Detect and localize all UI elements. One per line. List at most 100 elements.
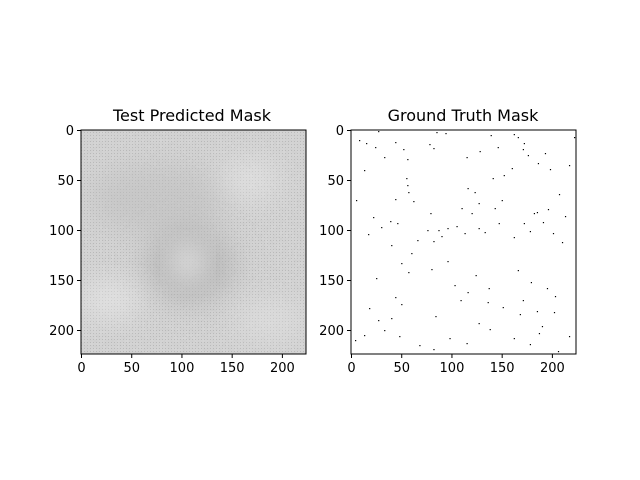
mask-point — [495, 208, 496, 209]
mask-point — [555, 296, 556, 297]
mask-point — [558, 351, 559, 352]
mask-point — [391, 318, 392, 319]
ground-truth-title: Ground Truth Mask — [388, 106, 540, 125]
predicted-mask-panel: Test Predicted Mask 0 50 100 150 200 0 50 100 15… — [49, 106, 306, 376]
mask-point — [554, 312, 555, 313]
mask-point — [454, 285, 455, 286]
mask-point — [524, 223, 525, 224]
mask-point — [391, 245, 392, 246]
mask-point — [411, 253, 412, 254]
mask-point — [489, 288, 490, 289]
mask-point — [468, 188, 469, 189]
mask-point — [433, 349, 434, 350]
mask-point — [518, 137, 519, 138]
mask-point — [438, 230, 439, 231]
mask-point — [488, 302, 489, 303]
mask-point — [524, 143, 525, 144]
mask-point — [520, 314, 521, 315]
mask-point — [395, 297, 396, 298]
mask-point — [530, 344, 531, 345]
mask-point — [407, 185, 408, 186]
mask-point — [476, 275, 477, 276]
mask-point — [364, 335, 365, 336]
x-tick-label: 0 — [77, 361, 85, 376]
y-tick-label: 0 — [336, 124, 344, 139]
x-tick-label: 200 — [270, 361, 295, 376]
mask-point — [539, 333, 540, 334]
mask-point — [408, 192, 409, 193]
predicted-mask-image — [80, 130, 306, 354]
x-tick-label: 50 — [123, 361, 140, 376]
y-tick-label: 0 — [66, 124, 74, 139]
mask-point — [523, 149, 524, 150]
mask-point — [381, 227, 382, 228]
mask-point — [518, 270, 519, 271]
mask-point — [480, 151, 481, 152]
ground-truth-panel: Ground Truth Mask 0 50 100 150 200 0 50 100 150 2… — [319, 106, 576, 376]
mask-point — [384, 330, 385, 331]
mask-point — [368, 234, 369, 235]
mask-point — [553, 233, 554, 234]
mask-point — [569, 336, 570, 337]
mask-point — [534, 213, 535, 214]
mask-point — [435, 316, 436, 317]
mask-point — [512, 168, 513, 169]
mask-point — [499, 223, 500, 224]
mask-point — [550, 169, 551, 170]
x-tick-label: 150 — [220, 361, 245, 376]
mask-point — [569, 165, 570, 166]
mask-point — [408, 272, 409, 273]
mask-point — [461, 208, 462, 209]
mask-point — [514, 134, 515, 135]
mask-point — [503, 307, 504, 308]
mask-point — [514, 237, 515, 238]
mask-point — [475, 192, 476, 193]
mask-point — [413, 201, 414, 202]
mask-point — [356, 200, 357, 201]
mask-point — [447, 228, 448, 229]
y-tick-label: 200 — [49, 324, 74, 339]
mask-point — [449, 338, 450, 339]
mask-point — [537, 311, 538, 312]
mask-point — [419, 345, 420, 346]
mask-point — [447, 261, 448, 262]
mask-point — [468, 292, 469, 293]
mask-point — [355, 340, 356, 341]
mask-point — [390, 221, 391, 222]
y-tick-label: 50 — [327, 174, 344, 189]
mask-point — [548, 209, 549, 210]
x-tick-label: 100 — [170, 361, 195, 376]
x-tick-label: 0 — [347, 361, 355, 376]
mask-point — [373, 217, 374, 218]
mask-point — [375, 147, 376, 148]
mask-point — [431, 269, 432, 270]
mask-point — [369, 308, 370, 309]
mask-point — [460, 300, 461, 301]
mask-point — [384, 157, 385, 158]
mask-point — [545, 153, 546, 154]
mask-point — [565, 216, 566, 217]
y-tick-label: 150 — [49, 274, 74, 289]
mask-point — [364, 170, 365, 171]
mask-point — [465, 233, 466, 234]
mask-point — [485, 232, 486, 233]
mask-point — [395, 142, 396, 143]
mask-point — [399, 336, 400, 337]
mask-point — [378, 131, 379, 132]
mask-point — [433, 148, 434, 149]
mask-point — [403, 149, 404, 150]
mask-point — [498, 147, 499, 148]
mask-point — [430, 213, 431, 214]
mask-point — [397, 223, 398, 224]
mask-point — [429, 144, 430, 145]
mask-point — [406, 178, 407, 179]
mask-point — [376, 278, 377, 279]
mask-point — [479, 228, 480, 229]
mask-point — [407, 159, 408, 160]
mask-point — [538, 163, 539, 164]
y-tick-label: 150 — [319, 274, 344, 289]
mask-point — [542, 326, 543, 327]
x-tick-label: 100 — [440, 361, 465, 376]
mask-point — [562, 242, 563, 243]
mask-point — [472, 213, 473, 214]
